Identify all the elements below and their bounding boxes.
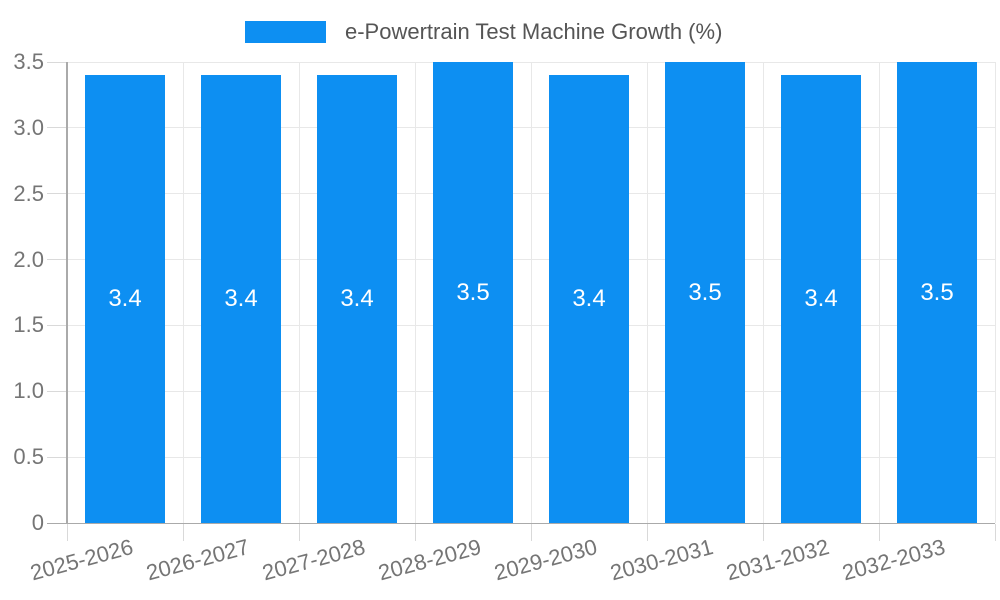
x-axis-label: 2030-2031 [607,534,716,586]
bar[interactable] [549,75,629,523]
x-axis-label: 2028-2029 [375,534,484,586]
y-axis-label: 3.5 [13,49,44,74]
x-tick [530,524,532,541]
y-axis-label: 3.0 [13,114,44,140]
gridline-v [994,62,996,523]
y-axis-label: 2.5 [13,180,44,206]
bar-value-label: 3.4 [108,285,142,313]
x-tick [878,524,880,541]
y-axis-line [66,62,68,524]
bar-value-label: 3.4 [224,285,258,313]
x-tick [994,524,996,541]
y-tick [47,259,67,261]
gridline-v [762,62,764,523]
bar-value-label: 3.5 [920,278,954,306]
bar-value-label: 3.4 [572,285,606,313]
gridline-v [530,62,532,523]
y-tick [47,193,67,195]
x-axis-line [47,522,995,524]
y-tick [47,390,67,392]
y-axis-label: 1.0 [13,378,44,404]
gridline-v [298,62,300,523]
y-axis-label: 1.5 [13,312,44,338]
x-axis-label: 2029-2030 [491,534,600,586]
gridline-v [878,62,880,523]
x-axis-label: 2026-2027 [143,534,252,586]
x-tick [298,524,300,541]
y-axis-label: 2.0 [13,246,44,272]
legend[interactable]: e-Powertrain Test Machine Growth (%) [245,21,722,43]
y-axis-label: 0 [31,510,44,535]
y-tick [47,456,67,458]
x-tick [66,524,68,541]
bar-value-label: 3.4 [804,285,838,313]
x-tick [182,524,184,541]
bar[interactable] [781,75,861,523]
bar[interactable] [317,75,397,523]
bar-value-label: 3.5 [688,278,722,306]
x-tick [646,524,648,541]
bar[interactable] [665,62,745,523]
bar[interactable] [201,75,281,523]
y-axis-label: 0.5 [13,444,44,470]
bar[interactable] [433,62,513,523]
x-tick [414,524,416,541]
bar-value-label: 3.5 [456,278,490,306]
x-axis-label: 2032-2033 [839,534,948,586]
x-axis-label: 2027-2028 [259,534,368,586]
x-axis-label: 2025-2026 [27,534,136,586]
bar[interactable] [897,62,977,523]
gridline-v [182,62,184,523]
legend-label: e-Powertrain Test Machine Growth (%) [345,19,723,44]
y-tick [47,61,67,63]
bar[interactable] [85,75,165,523]
x-tick [762,524,764,541]
y-tick [47,324,67,326]
gridline-v [646,62,648,523]
gridline-v [414,62,416,523]
bar-value-label: 3.4 [340,285,374,313]
legend-swatch [245,21,326,43]
x-axis-label: 2031-2032 [723,534,832,586]
y-tick [47,127,67,129]
